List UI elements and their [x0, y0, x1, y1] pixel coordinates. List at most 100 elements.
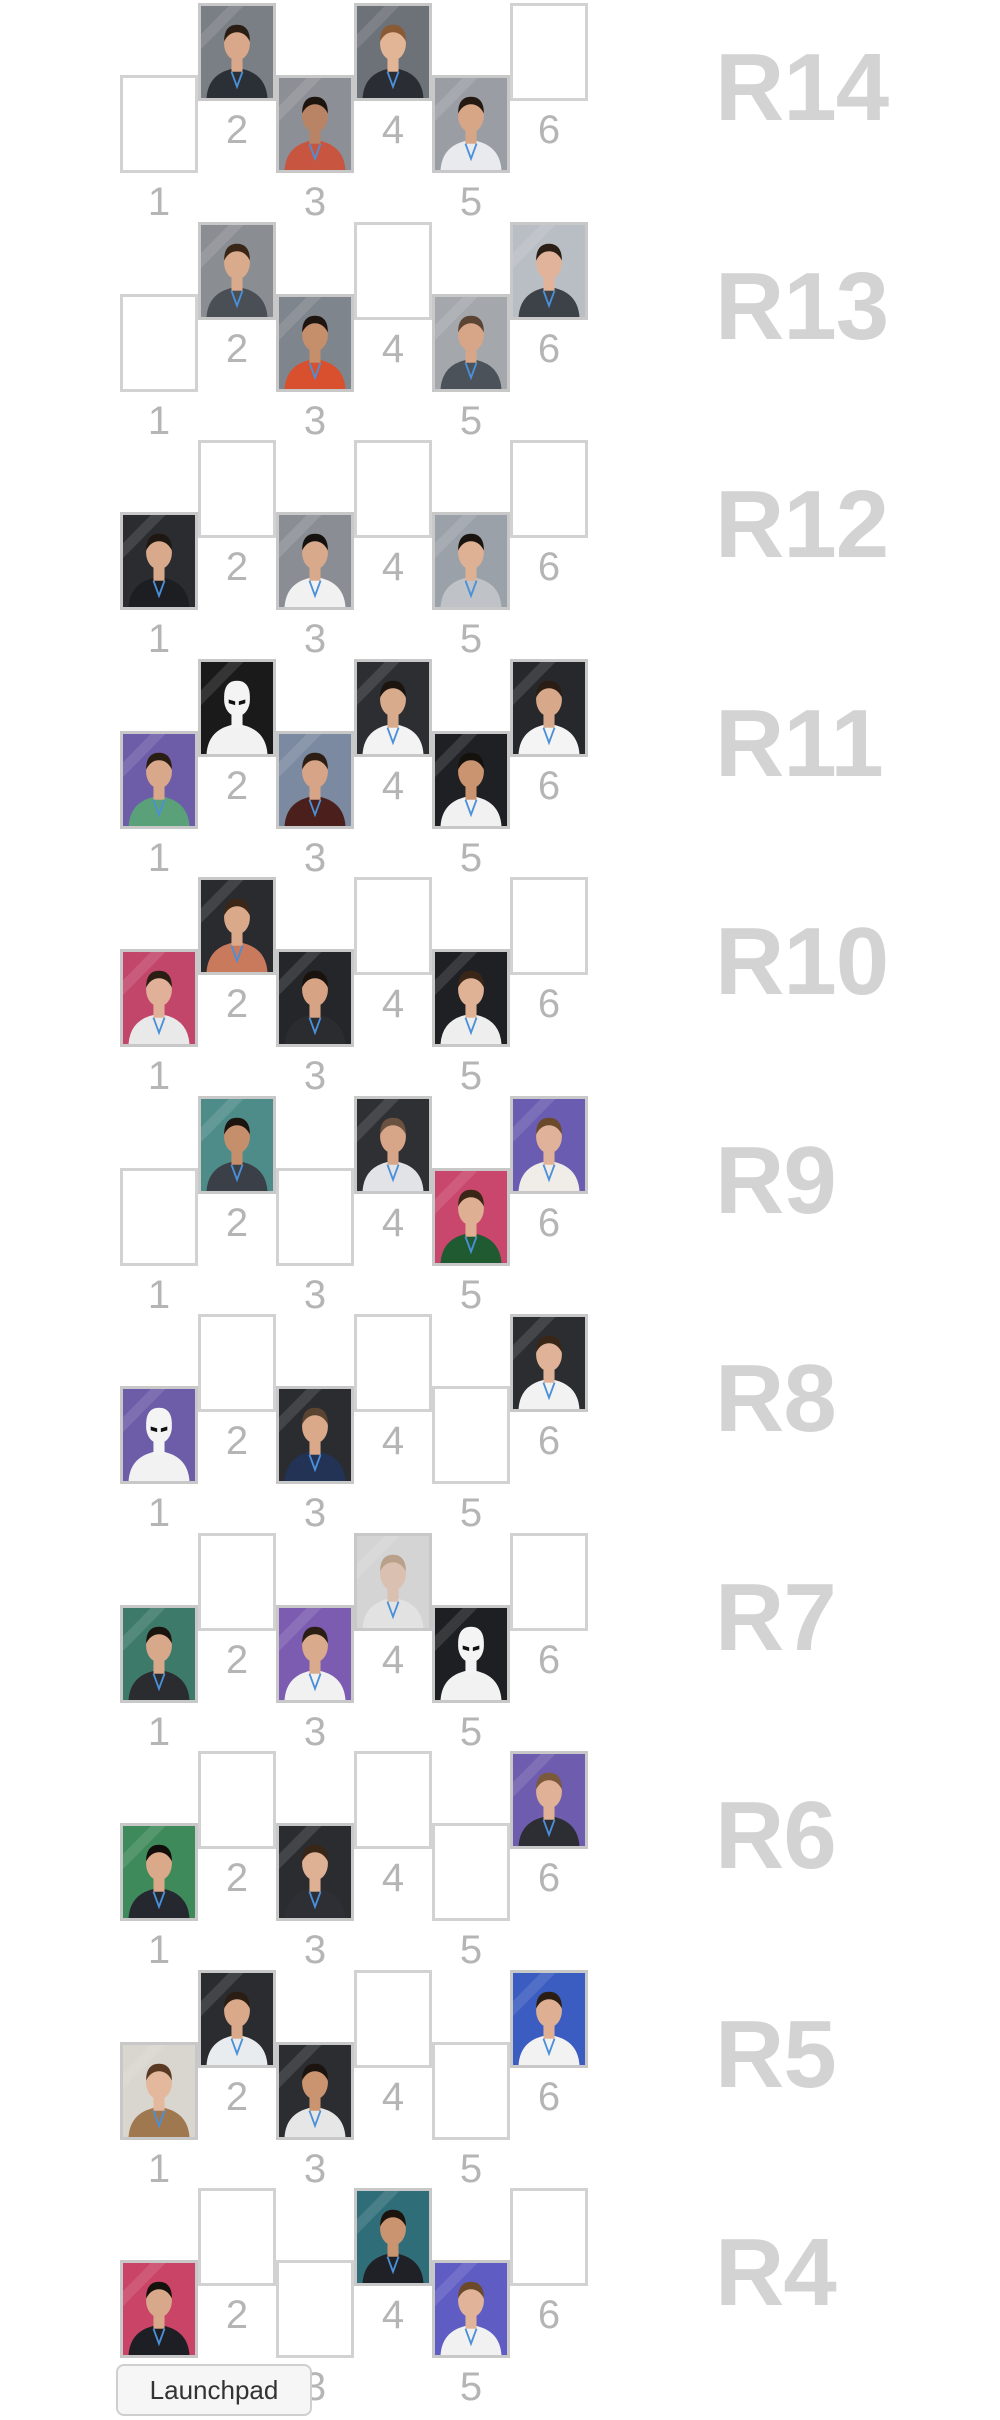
empty-seat[interactable]: [354, 440, 432, 538]
empty-seat[interactable]: [354, 222, 432, 320]
person-avatar: [435, 734, 507, 826]
seat-number: 4: [381, 2075, 405, 2119]
seat-number: 5: [459, 2365, 483, 2409]
seat-photo[interactable]: [198, 1096, 276, 1194]
empty-seat[interactable]: [198, 1533, 276, 1631]
person-avatar: [357, 1536, 429, 1628]
empty-seat[interactable]: [510, 2188, 588, 2286]
seat-photo[interactable]: [276, 2042, 354, 2140]
seat-photo[interactable]: [276, 75, 354, 173]
seat-photo[interactable]: [120, 512, 198, 610]
seat-photo[interactable]: [510, 1096, 588, 1194]
seat-row-r6: R6 1 2 3 4 5 6: [0, 1748, 1000, 1970]
seat-number: 3: [303, 1928, 327, 1972]
seat-number: 6: [537, 1856, 561, 1900]
empty-seat[interactable]: [432, 1386, 510, 1484]
seat-photo[interactable]: [276, 949, 354, 1047]
empty-seat[interactable]: [198, 2188, 276, 2286]
seat-photo[interactable]: [354, 1096, 432, 1194]
seat-number: 5: [459, 399, 483, 443]
empty-seat[interactable]: [510, 3, 588, 101]
seat-photo[interactable]: [120, 1823, 198, 1921]
seat-number: 1: [147, 1491, 171, 1535]
seat-photo[interactable]: [120, 2042, 198, 2140]
seat-photo[interactable]: [120, 731, 198, 829]
seat-photo[interactable]: [432, 2260, 510, 2358]
person-avatar: [279, 297, 351, 389]
empty-seat[interactable]: [276, 1168, 354, 1266]
empty-seat[interactable]: [120, 75, 198, 173]
person-avatar: [513, 1754, 585, 1846]
seat-photo[interactable]: [198, 877, 276, 975]
seat-photo[interactable]: [276, 294, 354, 392]
empty-seat[interactable]: [354, 877, 432, 975]
seat-number: 3: [303, 1054, 327, 1098]
seat-photo[interactable]: [510, 1970, 588, 2068]
person-avatar: [279, 734, 351, 826]
seat-photo[interactable]: [432, 731, 510, 829]
seat-number: 5: [459, 2147, 483, 2191]
seat-photo[interactable]: [432, 75, 510, 173]
seat-photo[interactable]: [432, 294, 510, 392]
empty-seat[interactable]: [198, 440, 276, 538]
seat-photo[interactable]: [198, 222, 276, 320]
empty-seat[interactable]: [432, 2042, 510, 2140]
seat-photo[interactable]: [276, 1605, 354, 1703]
seat-photo[interactable]: [432, 949, 510, 1047]
seat-photo[interactable]: [198, 659, 276, 757]
seat-photo[interactable]: [120, 1386, 198, 1484]
empty-seat[interactable]: [510, 440, 588, 538]
empty-seat[interactable]: [120, 294, 198, 392]
empty-seat[interactable]: [354, 1314, 432, 1412]
seat-photo[interactable]: [354, 2188, 432, 2286]
empty-seat[interactable]: [510, 1533, 588, 1631]
seat-number: 5: [459, 1928, 483, 1972]
seat-number: 1: [147, 1054, 171, 1098]
empty-seat[interactable]: [354, 1970, 432, 2068]
person-avatar: [123, 1608, 195, 1700]
seat-photo[interactable]: [510, 1314, 588, 1412]
seat-photo[interactable]: [276, 731, 354, 829]
empty-seat[interactable]: [198, 1751, 276, 1849]
seat-number: 6: [537, 2075, 561, 2119]
empty-seat[interactable]: [510, 877, 588, 975]
seat-photo[interactable]: [120, 2260, 198, 2358]
launchpad-button[interactable]: Launchpad: [116, 2364, 312, 2416]
empty-seat[interactable]: [276, 2260, 354, 2358]
seat-number: 6: [537, 982, 561, 1026]
seat-photo[interactable]: [276, 1386, 354, 1484]
seat-number: 2: [225, 1856, 249, 1900]
empty-seat[interactable]: [432, 1823, 510, 1921]
seat-photo[interactable]: [432, 1605, 510, 1703]
seat-photo[interactable]: [276, 1823, 354, 1921]
seat-number: 2: [225, 327, 249, 371]
empty-seat[interactable]: [354, 1751, 432, 1849]
empty-seat[interactable]: [198, 1314, 276, 1412]
seat-photo[interactable]: [354, 3, 432, 101]
seat-photo[interactable]: [432, 1168, 510, 1266]
empty-seat[interactable]: [120, 1168, 198, 1266]
person-avatar: [435, 297, 507, 389]
seat-row-r5: R5 1 2 3 4 5 6: [0, 1967, 1000, 2189]
person-avatar: [201, 880, 273, 972]
person-avatar: [123, 1826, 195, 1918]
seat-number: 1: [147, 399, 171, 443]
stormtrooper-avatar: [123, 1389, 195, 1481]
seat-photo[interactable]: [510, 222, 588, 320]
seat-photo[interactable]: [120, 1605, 198, 1703]
seat-photo[interactable]: [510, 1751, 588, 1849]
seat-photo[interactable]: [198, 3, 276, 101]
person-avatar: [279, 1826, 351, 1918]
seat-photo[interactable]: [354, 1533, 432, 1631]
seat-photo[interactable]: [198, 1970, 276, 2068]
seat-photo[interactable]: [432, 512, 510, 610]
person-avatar: [357, 2191, 429, 2283]
seat-photo[interactable]: [120, 949, 198, 1047]
seat-photo[interactable]: [510, 659, 588, 757]
seat-number: 4: [381, 108, 405, 152]
seat-photo[interactable]: [276, 512, 354, 610]
person-avatar: [279, 952, 351, 1044]
seat-photo[interactable]: [354, 659, 432, 757]
seat-number: 1: [147, 1710, 171, 1754]
seat-number: 6: [537, 1638, 561, 1682]
